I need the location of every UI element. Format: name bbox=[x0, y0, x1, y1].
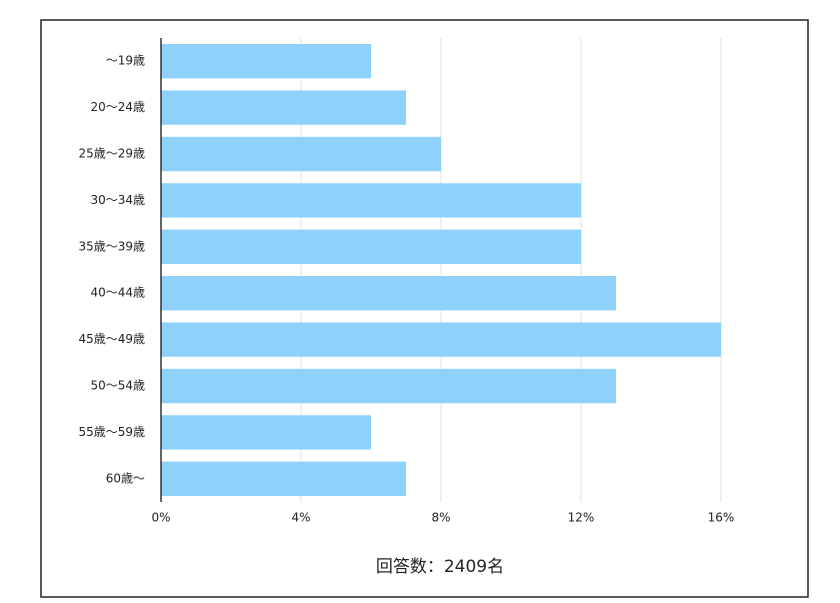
x-tick-label: 8% bbox=[431, 511, 450, 525]
y-tick-label: 40～44歳 bbox=[90, 286, 145, 300]
bar bbox=[161, 276, 616, 311]
y-tick-label: 55歳～59歳 bbox=[78, 425, 145, 439]
bar bbox=[161, 461, 406, 496]
bar bbox=[161, 136, 441, 172]
chart-title: 回答数：2409名 bbox=[376, 557, 504, 577]
bar bbox=[161, 322, 721, 357]
y-tick-label: 45歳～49歳 bbox=[78, 332, 145, 346]
y-tick-label: 35歳～39歳 bbox=[78, 239, 145, 253]
y-tick-label: ～19歳 bbox=[106, 54, 145, 68]
y-tick-label: 25歳～29歳 bbox=[78, 147, 145, 161]
x-tick-label: 16% bbox=[708, 511, 735, 525]
x-tick-label: 4% bbox=[291, 511, 310, 525]
y-tick-label: 20～24歳 bbox=[90, 100, 145, 114]
bar bbox=[161, 90, 406, 125]
y-tick-label: 50～54歳 bbox=[90, 379, 145, 393]
bar bbox=[161, 229, 581, 264]
bar bbox=[161, 44, 371, 79]
bar bbox=[161, 415, 371, 450]
y-tick-label: 30～34歳 bbox=[90, 193, 145, 207]
bar bbox=[161, 183, 581, 218]
bar bbox=[161, 368, 616, 404]
y-tick-label: 60歳～ bbox=[106, 471, 145, 485]
x-tick-label: 0% bbox=[151, 511, 170, 525]
x-tick-label: 12% bbox=[568, 511, 595, 525]
